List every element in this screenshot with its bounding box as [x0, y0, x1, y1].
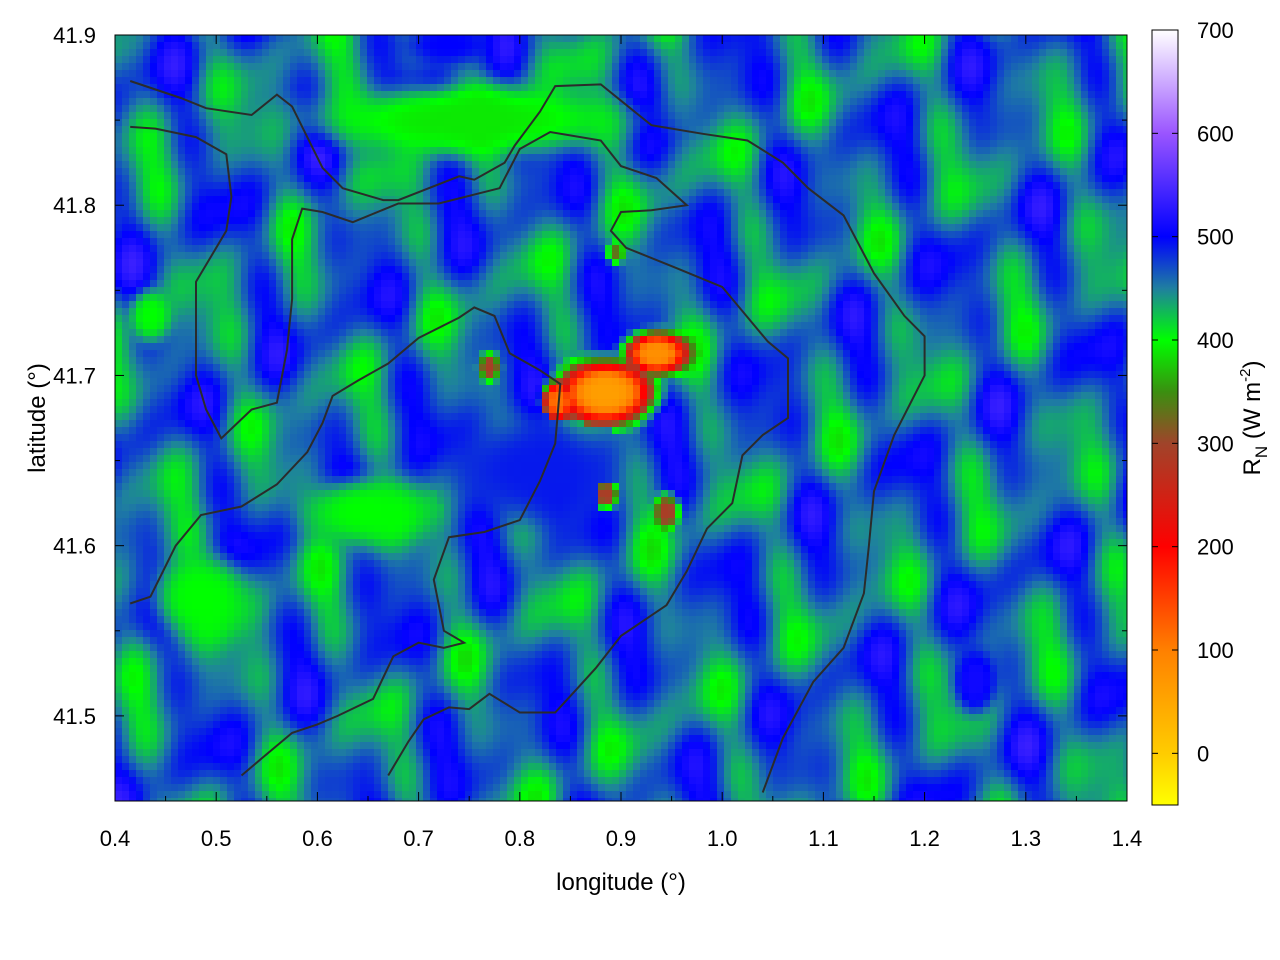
contour-line-3 — [129, 306, 562, 777]
x-tick-label: 1.0 — [707, 826, 738, 851]
contour-line-1 — [129, 80, 926, 793]
x-tick-label: 1.1 — [808, 826, 839, 851]
y-tick-labels: 41.5 41.6 41.7 41.8 41.9 — [53, 23, 96, 729]
contour-line-2 — [130, 125, 789, 777]
colorbar-tick-label: 700 — [1197, 18, 1234, 43]
colorbar-tick-label: 200 — [1197, 535, 1234, 560]
x-tick-label: 0.4 — [100, 826, 131, 851]
x-tick-label: 0.6 — [302, 826, 333, 851]
colorbar-tick-label: 500 — [1197, 225, 1234, 250]
y-tick-label: 41.5 — [53, 704, 96, 729]
y-tick-label: 41.9 — [53, 23, 96, 48]
contour-lines — [129, 80, 926, 793]
y-tick-label: 41.6 — [53, 534, 96, 559]
colorbar-tick-label: 400 — [1197, 328, 1234, 353]
colorbar — [1151, 29, 1179, 806]
colorbar-tick-label: 0 — [1197, 741, 1209, 766]
x-tick-label: 0.8 — [505, 826, 536, 851]
colorbar-label: RN (W m-2) — [1237, 361, 1271, 476]
y-tick-label: 41.8 — [53, 193, 96, 218]
x-tick-labels: 0.4 0.5 0.6 0.7 0.8 0.9 1.0 1.1 1.2 1.3 1.4 — [100, 826, 1143, 851]
colorbar-tick-label: 300 — [1197, 431, 1234, 456]
colorbar-tick-label: 600 — [1197, 121, 1234, 146]
x-axis-label: longitude (°) — [556, 869, 686, 896]
x-tick-label: 0.7 — [403, 826, 434, 851]
x-tick-label: 1.3 — [1011, 826, 1042, 851]
x-tick-label: 0.5 — [201, 826, 232, 851]
y-axis-label: latitude (°) — [24, 363, 51, 473]
colorbar-ticks: 0 100 200 300 400 500 600 700 — [1152, 18, 1234, 766]
x-tick-label: 0.9 — [606, 826, 637, 851]
x-tick-label: 1.2 — [909, 826, 940, 851]
y-tick-label: 41.7 — [53, 363, 96, 388]
x-tick-label: 1.4 — [1112, 826, 1143, 851]
axis-ticks — [114, 34, 1128, 801]
heatmap-area — [115, 35, 1127, 801]
colorbar-tick-label: 100 — [1197, 638, 1234, 663]
